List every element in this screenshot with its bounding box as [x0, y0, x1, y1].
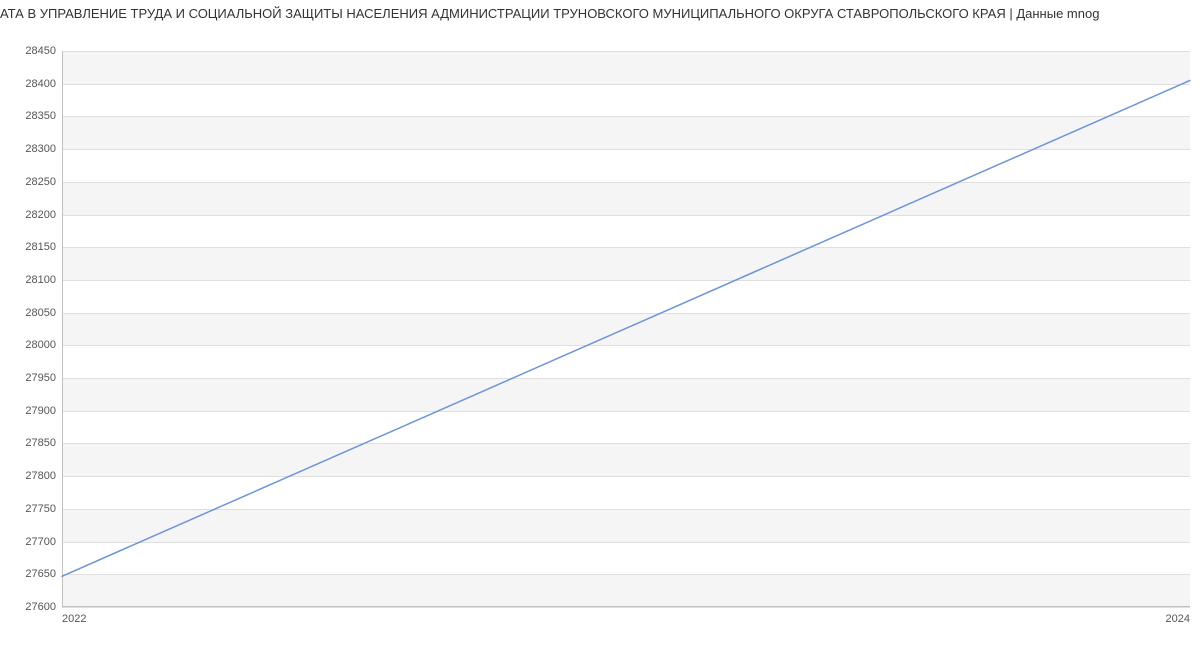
y-tick-label: 28000 [25, 339, 56, 351]
y-tick-label: 28050 [25, 307, 56, 319]
y-tick-label: 27850 [25, 437, 56, 449]
x-tick-label: 2024 [1166, 613, 1190, 625]
chart-title: АТА В УПРАВЛЕНИЕ ТРУДА И СОЦИАЛЬНОЙ ЗАЩИ… [0, 0, 1200, 21]
y-tick-label: 28450 [25, 45, 56, 57]
y-tick-label: 28400 [25, 78, 56, 90]
x-tick-label: 2022 [62, 613, 86, 625]
chart-container: 27600 27650 27700 27750 27800 27850 27900 27950… [0, 21, 1200, 641]
y-tick-label: 27650 [25, 568, 56, 580]
y-tick-label: 28300 [25, 143, 56, 155]
y-tick-label: 27800 [25, 470, 56, 482]
y-tick-label: 27750 [25, 503, 56, 515]
grid-line [62, 607, 1190, 608]
y-tick-label: 27950 [25, 372, 56, 384]
series-line [62, 80, 1190, 576]
y-tick-label: 27900 [25, 405, 56, 417]
y-tick-label: 28100 [25, 274, 56, 286]
y-tick-label: 28250 [25, 176, 56, 188]
y-tick-label: 28350 [25, 110, 56, 122]
series-layer [62, 51, 1190, 607]
y-tick-label: 27700 [25, 536, 56, 548]
y-tick-label: 28150 [25, 241, 56, 253]
plot-area: 2760027650277002775027800278502790027950… [62, 51, 1190, 607]
y-tick-label: 27600 [25, 601, 56, 613]
y-tick-label: 28200 [25, 209, 56, 221]
